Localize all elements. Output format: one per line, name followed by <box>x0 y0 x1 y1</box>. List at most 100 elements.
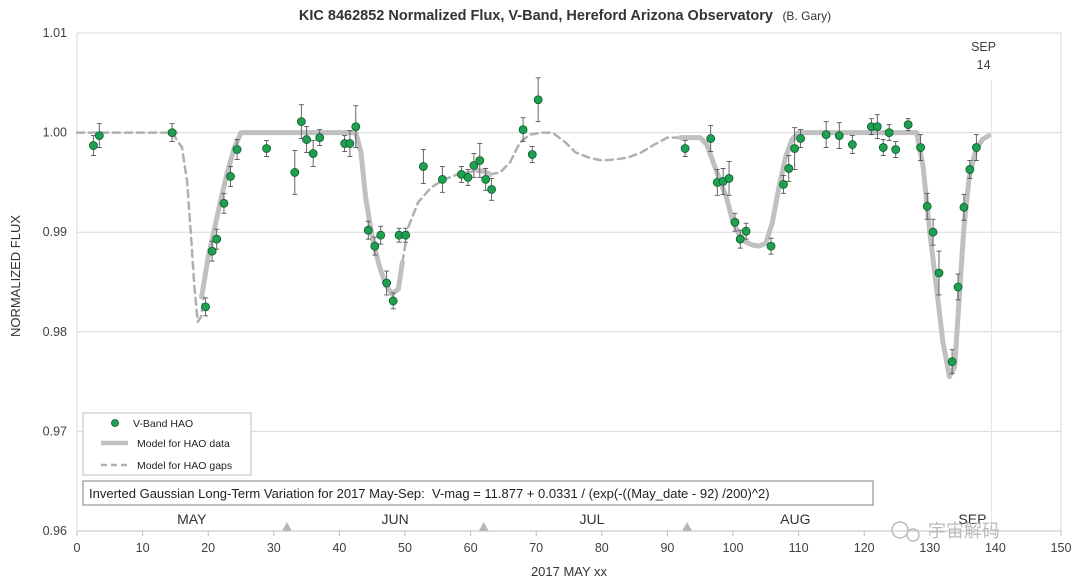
chart-title-author: (B. Gary) <box>782 9 831 23</box>
x-tick-label-0: 0 <box>74 541 81 555</box>
y-tick-label-5: 1.01 <box>43 26 67 40</box>
data-point-21 <box>382 278 392 288</box>
data-point-24 <box>401 230 411 240</box>
x-tick-label-4: 40 <box>332 541 346 555</box>
data-point-26 <box>437 175 447 184</box>
data-point-43 <box>741 226 751 236</box>
data-point-62 <box>947 357 957 367</box>
month-label-jun: JUN <box>382 511 409 527</box>
data-point-40 <box>724 174 734 183</box>
data-point-35 <box>533 95 543 105</box>
data-point-11 <box>296 117 306 127</box>
series-vband-points <box>89 95 981 367</box>
data-point-59 <box>922 201 932 211</box>
data-point-6 <box>219 198 229 208</box>
data-point-48 <box>796 134 805 143</box>
data-point-16 <box>345 139 355 148</box>
data-point-13 <box>308 149 318 158</box>
chart-title: KIC 8462852 Normalized Flux, V-Band, Her… <box>299 7 831 24</box>
data-point-9 <box>262 144 271 153</box>
data-point-34 <box>527 150 537 159</box>
data-point-4 <box>207 246 217 256</box>
month-label-aug: AUG <box>780 511 810 527</box>
data-point-65 <box>965 165 975 174</box>
data-point-50 <box>834 131 844 140</box>
y-tick-label-1: 0.97 <box>43 424 67 438</box>
data-point-7 <box>226 172 235 181</box>
legend-label-points: V-Band HAO <box>133 418 193 430</box>
data-point-41 <box>730 217 740 227</box>
data-point-46 <box>784 164 794 173</box>
data-point-17 <box>351 122 361 132</box>
y-tick-label-0: 0.96 <box>43 524 67 538</box>
data-point-57 <box>903 120 913 130</box>
month-boundary-marker-2 <box>682 522 693 531</box>
month-label-may: MAY <box>177 511 207 527</box>
month-markers <box>281 522 693 531</box>
x-tick-label-1: 10 <box>136 541 150 555</box>
data-point-31 <box>481 175 491 184</box>
x-tick-label-5: 50 <box>398 541 412 555</box>
data-point-36 <box>680 144 690 153</box>
data-point-20 <box>376 230 386 240</box>
x-tick-label-2: 20 <box>201 541 215 555</box>
svg-text:KIC 8462852 Normalized Flux, V: KIC 8462852 Normalized Flux, V-Band, Her… <box>299 7 831 24</box>
data-point-19 <box>370 241 380 251</box>
data-point-18 <box>363 225 373 235</box>
formula-text: Inverted Gaussian Long-Term Variation fo… <box>89 486 770 501</box>
data-point-54 <box>878 143 888 152</box>
data-point-14 <box>315 133 325 142</box>
data-point-8 <box>232 145 242 154</box>
data-point-28 <box>463 173 473 182</box>
x-tick-label-10: 100 <box>723 541 744 555</box>
data-point-56 <box>891 145 901 154</box>
data-point-32 <box>487 184 496 194</box>
data-point-64 <box>959 202 969 212</box>
data-point-37 <box>706 134 716 143</box>
x-tick-label-9: 90 <box>660 541 674 555</box>
legend-label-gaps: Model for HAO gaps <box>137 460 232 472</box>
watermark: 宇宙解码 <box>891 521 1000 542</box>
watermark-text: 宇宙解码 <box>928 521 1000 541</box>
x-tick-label-14: 140 <box>985 541 1006 555</box>
data-point-61 <box>934 268 944 278</box>
data-point-29 <box>469 161 479 170</box>
x-tick-label-3: 30 <box>267 541 281 555</box>
month-labels: MAY JUN JUL AUG SEP <box>177 511 986 527</box>
month-boundary-marker-1 <box>478 522 489 531</box>
x-axis-ticks: 0 10 20 30 40 50 60 70 80 90 100 110 120 130 140 150 <box>74 531 1072 555</box>
y-axis-label: NORMALIZED FLUX <box>8 215 23 337</box>
data-point-60 <box>928 227 938 237</box>
data-model-segment-1 <box>199 130 405 300</box>
x-tick-label-6: 60 <box>464 541 478 555</box>
data-point-5 <box>212 234 222 244</box>
data-point-55 <box>884 128 894 138</box>
formula-box-border <box>82 480 874 506</box>
data-point-47 <box>790 144 800 153</box>
legend-swatch-points <box>111 419 119 427</box>
sep14-label-month: SEP <box>971 40 996 54</box>
data-point-25 <box>418 162 428 171</box>
data-point-33 <box>518 125 528 135</box>
y-axis-ticks: 0.96 0.97 0.98 0.99 1.00 1.01 <box>43 26 67 538</box>
data-point-45 <box>779 179 788 189</box>
data-point-12 <box>302 135 312 144</box>
data-point-42 <box>735 234 745 244</box>
y-tick-label-4: 1.00 <box>43 126 67 140</box>
y-tick-label-3: 0.99 <box>43 225 67 239</box>
x-axis-label: 2017 MAY xx <box>531 564 608 579</box>
x-tick-label-8: 80 <box>595 541 609 555</box>
data-point-53 <box>872 122 882 132</box>
data-point-30 <box>475 156 485 165</box>
watermark-icon <box>891 521 909 539</box>
x-tick-label-13: 130 <box>919 541 940 555</box>
data-point-3 <box>201 302 210 312</box>
y-tick-label-2: 0.98 <box>43 325 67 339</box>
watermark-icon-inner <box>906 528 920 542</box>
x-tick-label-15: 150 <box>1051 541 1072 555</box>
month-boundary-marker-0 <box>281 522 292 531</box>
sep14-label-day: 14 <box>977 58 991 72</box>
data-point-2 <box>167 128 177 138</box>
data-point-51 <box>847 140 857 149</box>
